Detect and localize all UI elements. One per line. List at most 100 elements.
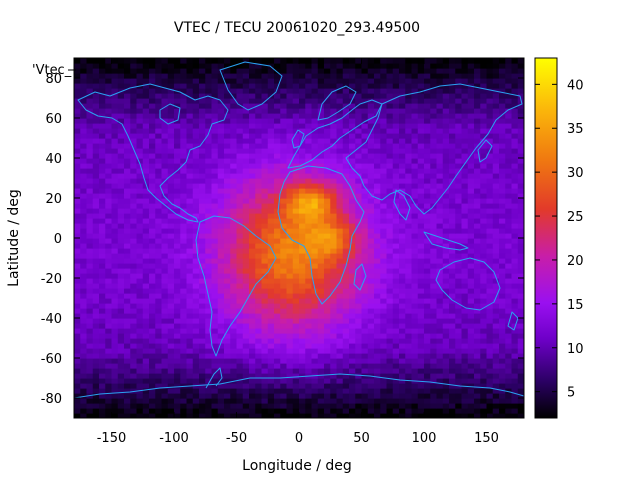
heatmap-cell <box>336 158 344 164</box>
heatmap-cell <box>124 123 131 129</box>
heatmap-cell <box>199 223 206 229</box>
heatmap-cell <box>311 213 319 219</box>
heatmap-cell <box>486 388 494 394</box>
heatmap-cell <box>474 128 481 134</box>
heatmap-cell <box>242 288 250 294</box>
heatmap-cell <box>392 143 400 149</box>
heatmap-cell <box>167 78 175 84</box>
heatmap-cell <box>80 333 88 339</box>
heatmap-cell <box>142 78 150 84</box>
heatmap-cell <box>242 173 250 179</box>
heatmap-cell <box>461 343 469 349</box>
heatmap-cell <box>461 333 469 339</box>
heatmap-cell <box>411 93 419 99</box>
heatmap-cell <box>486 73 494 79</box>
heatmap-cell <box>361 178 369 184</box>
heatmap-cell <box>136 73 144 79</box>
heatmap-cell <box>455 178 463 184</box>
heatmap-cell <box>211 308 219 314</box>
heatmap-cell <box>480 233 488 239</box>
heatmap-cell <box>211 218 219 224</box>
heatmap-cell <box>205 273 213 279</box>
heatmap-cell <box>286 83 294 89</box>
heatmap-cell <box>474 148 481 154</box>
heatmap-cell <box>130 343 138 349</box>
heatmap-cell <box>180 118 188 124</box>
heatmap-cell <box>480 338 488 344</box>
heatmap-cell <box>442 253 450 259</box>
heatmap-cell <box>211 178 219 184</box>
heatmap-cell <box>167 138 175 144</box>
heatmap-cell <box>474 223 481 229</box>
heatmap-cell <box>486 308 494 314</box>
heatmap-cell <box>142 248 150 254</box>
heatmap-cell <box>430 138 438 144</box>
heatmap-cell <box>236 348 244 354</box>
heatmap-cell <box>111 268 119 274</box>
heatmap-cell <box>424 398 431 404</box>
heatmap-cell <box>511 163 519 169</box>
heatmap-cell <box>155 398 163 404</box>
heatmap-cell <box>342 313 350 319</box>
heatmap-cell <box>186 68 194 74</box>
heatmap-cell <box>86 338 94 344</box>
heatmap-cell <box>230 188 238 194</box>
heatmap-cell <box>374 403 381 409</box>
heatmap-cell <box>136 168 144 174</box>
heatmap-cell <box>274 413 281 418</box>
heatmap-cell <box>317 108 325 114</box>
heatmap-cell <box>86 113 94 119</box>
heatmap-cell <box>392 83 400 89</box>
heatmap-cell <box>380 98 388 104</box>
heatmap-cell <box>74 88 81 94</box>
heatmap-cell <box>486 373 494 379</box>
heatmap-cell <box>405 328 413 334</box>
heatmap-cell <box>261 118 269 124</box>
heatmap-cell <box>230 108 238 114</box>
heatmap-cell <box>130 123 138 129</box>
heatmap-cell <box>186 238 194 244</box>
heatmap-cell <box>149 178 156 184</box>
heatmap-cell <box>180 343 188 349</box>
heatmap-cell <box>74 193 81 199</box>
heatmap-cell <box>455 343 463 349</box>
heatmap-cell <box>174 298 181 304</box>
heatmap-cell <box>380 243 388 249</box>
heatmap-cell <box>205 318 213 324</box>
heatmap-cell <box>205 358 213 364</box>
heatmap-cell <box>211 88 219 94</box>
heatmap-cell <box>167 378 175 384</box>
heatmap-cell <box>517 178 524 184</box>
heatmap-cell <box>186 93 194 99</box>
heatmap-cell <box>324 263 331 269</box>
heatmap-cell <box>286 368 294 374</box>
heatmap-cell <box>242 143 250 149</box>
heatmap-cell <box>124 228 131 234</box>
heatmap-cell <box>330 348 338 354</box>
heatmap-cell <box>180 108 188 114</box>
heatmap-cell <box>217 138 225 144</box>
heatmap-cell <box>299 188 306 194</box>
heatmap-cell <box>455 398 463 404</box>
heatmap-cell <box>499 93 506 99</box>
heatmap-cell <box>411 358 419 364</box>
heatmap-cell <box>505 123 513 129</box>
heatmap-cell <box>399 138 406 144</box>
heatmap-cell <box>386 273 394 279</box>
heatmap-cell <box>249 143 256 149</box>
heatmap-cell <box>274 243 281 249</box>
heatmap-cell <box>217 328 225 334</box>
heatmap-cell <box>130 88 138 94</box>
heatmap-cell <box>236 223 244 229</box>
heatmap-cell <box>161 158 169 164</box>
heatmap-cell <box>367 83 375 89</box>
heatmap-cell <box>224 78 231 84</box>
heatmap-cell <box>92 108 100 114</box>
heatmap-cell <box>180 198 188 204</box>
heatmap-cell <box>436 288 444 294</box>
heatmap-cell <box>336 98 344 104</box>
heatmap-cell <box>405 253 413 259</box>
heatmap-cell <box>355 83 363 89</box>
heatmap-cell <box>242 83 250 89</box>
heatmap-cell <box>205 223 213 229</box>
